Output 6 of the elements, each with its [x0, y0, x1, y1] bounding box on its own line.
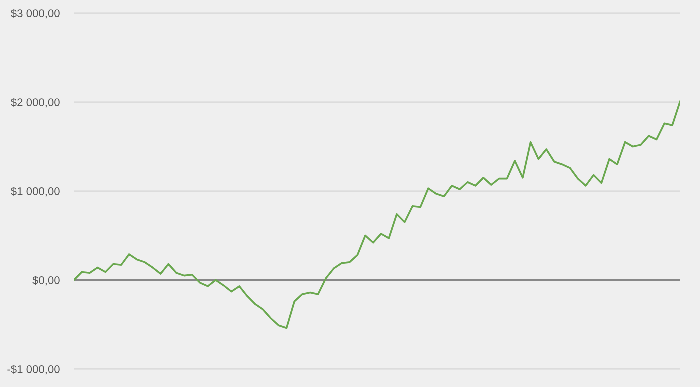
y-tick-label: $1 000,00: [11, 187, 60, 197]
y-tick-label: -$1 000,00: [8, 365, 60, 375]
line-series: [74, 100, 680, 330]
y-tick-label: $3 000,00: [11, 9, 60, 19]
y-tick-label: $0,00: [32, 276, 60, 286]
y-tick-label: $2 000,00: [11, 98, 60, 108]
